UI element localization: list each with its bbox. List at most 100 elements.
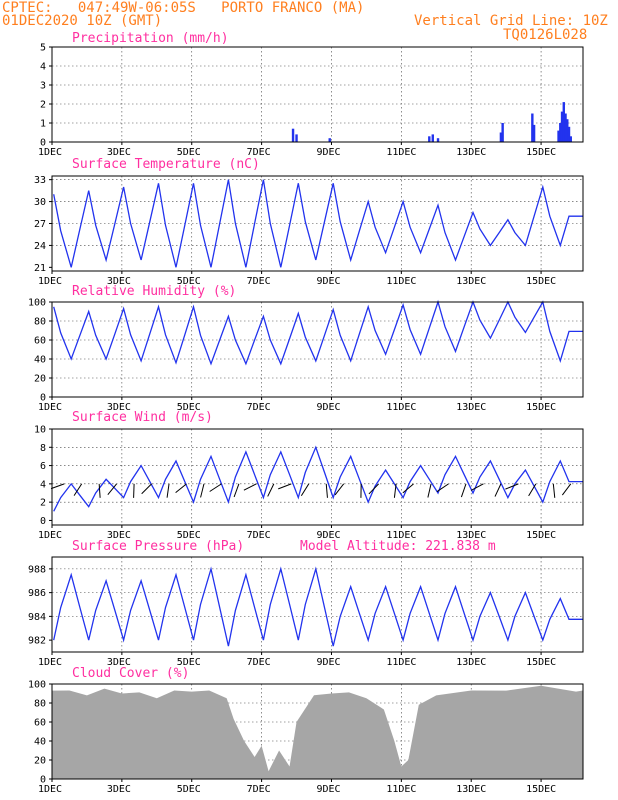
wind-arrow	[334, 483, 345, 496]
series-line	[53, 445, 583, 512]
station-title: CPTEC: 047:49W-06:05S PORTO FRANCO (MA)	[2, 0, 365, 16]
precipitation-bar	[328, 138, 331, 142]
wind-arrow	[98, 483, 101, 498]
y-tick-label: 0	[40, 393, 46, 404]
x-tick-label: 5DEC	[177, 530, 201, 541]
wind-arrow	[368, 483, 379, 495]
series-line	[53, 179, 583, 268]
x-tick-label: 7DEC	[247, 276, 271, 287]
y-tick-label: 0	[40, 138, 46, 149]
precipitation-bar	[436, 138, 440, 142]
wind-arrow	[470, 483, 484, 491]
panel-title: Surface Pressure (hPa)	[72, 539, 244, 554]
y-tick-label: 6	[40, 461, 46, 472]
x-tick-label: 1DEC	[38, 276, 62, 287]
precipitation-bar	[499, 132, 503, 142]
x-tick-label: 1DEC	[38, 657, 62, 668]
x-tick-label: 11DEC	[386, 276, 416, 287]
precipitation-bar	[557, 130, 560, 142]
vertical-grid-note: Vertical Grid Line: 10Z	[414, 13, 608, 29]
x-tick-label: 9DEC	[316, 530, 340, 541]
y-tick-label: 21	[34, 263, 46, 274]
y-tick-label: 40	[34, 355, 46, 366]
panel-frame	[51, 556, 584, 653]
wind-arrow	[267, 483, 275, 497]
x-tick-label: 11DEC	[386, 530, 416, 541]
precipitation-bar	[431, 134, 434, 142]
y-tick-label: 27	[34, 219, 46, 230]
panel-frame	[51, 175, 584, 272]
y-tick-label: 40	[34, 737, 46, 748]
x-tick-label: 5DEC	[177, 784, 201, 795]
x-tick-label: 15DEC	[526, 530, 556, 541]
y-tick-label: 5	[40, 43, 46, 54]
wind-arrow	[243, 483, 257, 491]
x-tick-label: 9DEC	[316, 657, 340, 668]
x-tick-label: 13DEC	[456, 276, 486, 287]
x-tick-label: 7DEC	[247, 530, 271, 541]
panel-frame	[51, 301, 584, 398]
x-tick-label: 3DEC	[107, 784, 131, 795]
precipitation-bar	[428, 136, 431, 142]
x-tick-label: 13DEC	[456, 530, 486, 541]
x-tick-label: 5DEC	[177, 657, 201, 668]
panel-title: Surface Wind (m/s)	[72, 410, 213, 425]
wind-arrow	[73, 483, 83, 496]
x-tick-label: 3DEC	[107, 147, 131, 158]
model-code: TQ0126L028	[503, 27, 588, 43]
panel-frame	[51, 46, 584, 143]
y-tick-label: 1	[40, 119, 46, 130]
precipitation-bar	[501, 123, 504, 142]
y-tick-label: 60	[34, 336, 46, 347]
y-tick-label: 988	[28, 564, 46, 575]
x-tick-label: 9DEC	[316, 147, 340, 158]
wind-arrow	[494, 483, 502, 497]
x-tick-label: 15DEC	[526, 402, 556, 413]
y-tick-label: 3	[40, 81, 46, 92]
x-tick-label: 3DEC	[107, 657, 131, 668]
wind-arrow	[402, 483, 414, 494]
precipitation-bar	[564, 113, 567, 142]
x-tick-label: 11DEC	[386, 657, 416, 668]
x-tick-label: 11DEC	[386, 784, 416, 795]
wind-arrow	[552, 483, 556, 498]
precipitation-bar	[531, 113, 534, 142]
y-tick-label: 986	[28, 588, 46, 599]
y-tick-label: 80	[34, 317, 46, 328]
wind-arrow	[393, 483, 397, 498]
panel-title: Surface Temperature (nC)	[72, 157, 260, 172]
wind-arrow	[50, 483, 65, 490]
y-tick-label: 33	[34, 175, 46, 186]
x-tick-label: 3DEC	[107, 402, 131, 413]
x-tick-label: 1DEC	[38, 147, 62, 158]
x-tick-label: 15DEC	[526, 784, 556, 795]
x-tick-label: 11DEC	[386, 147, 416, 158]
precipitation-bar	[532, 124, 536, 142]
wind-arrow	[166, 483, 170, 498]
x-tick-label: 7DEC	[247, 784, 271, 795]
x-tick-label: 1DEC	[38, 402, 62, 413]
wind-arrow	[325, 483, 328, 498]
precipitation-bar	[569, 136, 572, 142]
series-line	[53, 566, 583, 647]
x-tick-label: 13DEC	[456, 147, 486, 158]
wind-arrow	[436, 483, 449, 493]
y-tick-label: 10	[34, 425, 46, 436]
y-tick-label: 984	[28, 612, 46, 623]
x-tick-label: 13DEC	[456, 784, 486, 795]
wind-arrow	[233, 483, 240, 498]
panel-frame	[51, 683, 584, 780]
x-tick-label: 7DEC	[247, 657, 271, 668]
y-tick-label: 0	[40, 775, 46, 786]
wind-arrow	[175, 483, 187, 494]
wind-arrow	[460, 483, 467, 498]
wind-arrow	[427, 483, 432, 498]
model-altitude: Model Altitude: 221.838 m	[300, 539, 496, 554]
panel-title: Precipitation (mm/h)	[72, 31, 229, 46]
precipitation-bar	[567, 126, 571, 142]
y-tick-label: 8	[40, 443, 46, 454]
x-tick-label: 15DEC	[526, 147, 556, 158]
x-tick-label: 13DEC	[456, 402, 486, 413]
wind-arrow	[141, 483, 152, 495]
